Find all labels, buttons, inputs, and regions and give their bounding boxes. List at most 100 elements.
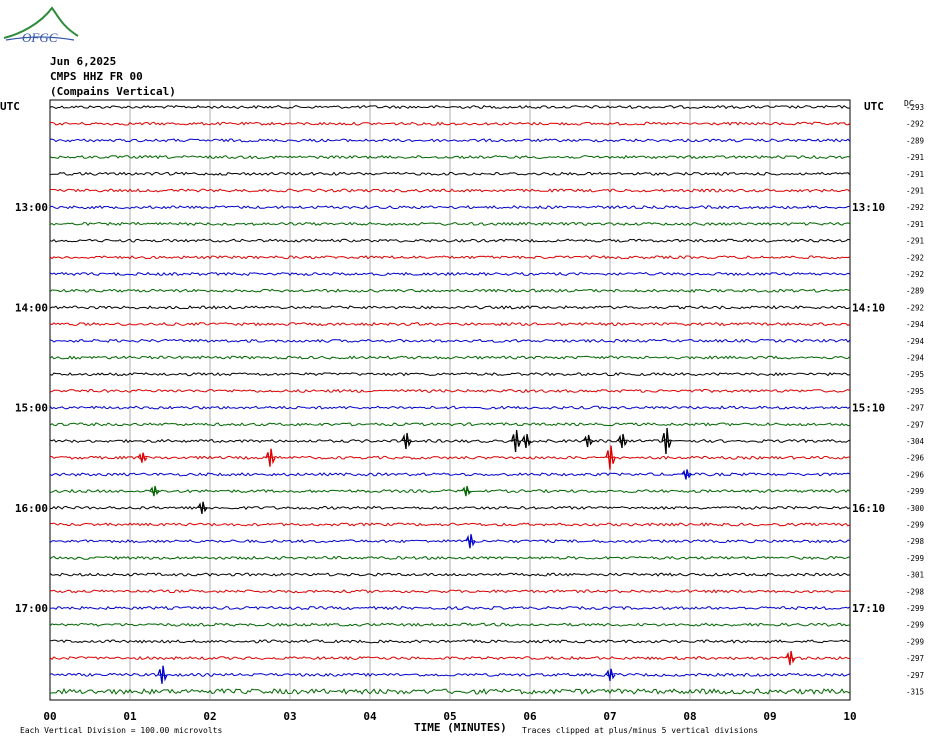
x-tick-label: 10 [843, 710, 856, 723]
x-tick-label: 01 [123, 710, 137, 723]
trace-17 [49, 388, 851, 393]
x-tick-label: 09 [763, 710, 776, 723]
dc-offset-label: -299 [906, 637, 924, 646]
dc-offset-label: -294 [906, 354, 925, 363]
dc-offset-label: -291 [906, 237, 924, 246]
trace-3 [49, 154, 851, 160]
trace-25 [49, 522, 851, 527]
left-time-label: 17:00 [15, 602, 48, 615]
dc-offset-label: -292 [906, 120, 924, 129]
trace-2 [49, 138, 851, 143]
left-utc-label: UTC [0, 100, 20, 113]
seismic-traces [49, 104, 851, 695]
dc-offset-label: -299 [906, 604, 924, 613]
dc-offset-label: -299 [906, 521, 924, 530]
trace-20 [49, 438, 851, 444]
dc-offset-label: -299 [906, 554, 924, 563]
event-spike-13 [465, 534, 476, 549]
trace-8 [49, 238, 851, 243]
trace-7 [49, 221, 851, 226]
dc-offset-label: -292 [906, 270, 924, 279]
dc-offset-label: -291 [906, 170, 924, 179]
dc-offset-label: -299 [906, 487, 924, 496]
dc-offset-label: -296 [906, 454, 925, 463]
event-spike-14 [785, 650, 796, 666]
right-time-label: 13:10 [852, 201, 885, 214]
event-spike-8 [605, 445, 616, 470]
trace-27 [49, 555, 851, 560]
scale-note: Each Vertical Division = 100.00 microvol… [20, 726, 223, 735]
trace-0 [49, 104, 851, 110]
minute-gridlines [129, 100, 771, 700]
trace-13 [49, 321, 851, 327]
dc-offset-label: -294 [906, 337, 925, 346]
dc-offset-label: -315 [906, 688, 924, 697]
x-axis-title: TIME (MINUTES) [414, 721, 507, 734]
trace-16 [49, 372, 851, 377]
x-tick-label: 00 [43, 710, 56, 723]
trace-1 [49, 121, 851, 126]
dc-offset-label: -294 [906, 320, 925, 329]
x-tick-label: 02 [203, 710, 216, 723]
trace-22 [49, 472, 851, 477]
event-spike-7 [265, 448, 276, 467]
trace-14 [49, 338, 851, 343]
trace-18 [49, 405, 851, 410]
clip-note: Traces clipped at plus/minus 5 vertical … [522, 726, 759, 735]
dc-offset-label: -289 [906, 287, 924, 296]
time-labels: 13:00 14:00 15:00 16:00 17:00 13:10 14:10 15:10… [15, 201, 885, 615]
dc-offset-label: -291 [906, 153, 924, 162]
event-spike-5 [661, 427, 672, 455]
event-spike-12 [197, 501, 208, 514]
event-spike-2 [521, 433, 532, 449]
date-label: Jun 6,2025 [50, 55, 117, 68]
dc-offset-label: -297 [906, 654, 924, 663]
dc-offset-label: -297 [906, 420, 924, 429]
x-tick-label: 03 [283, 710, 296, 723]
trace-6 [49, 205, 851, 210]
dc-offset-label: -291 [906, 220, 924, 229]
trace-33 [49, 655, 851, 661]
event-spike-3 [583, 434, 594, 448]
trace-23 [49, 488, 851, 494]
trace-34 [49, 672, 851, 678]
logo-text: OFGC [22, 30, 58, 45]
event-spike-10 [149, 485, 160, 497]
right-time-label: 17:10 [852, 602, 885, 615]
x-axis-ticks: 00 01 02 03 04 05 06 07 08 09 10 [43, 710, 856, 723]
right-time-label: 14:10 [852, 301, 885, 314]
event-spike-4 [617, 433, 628, 449]
seismic-events [137, 427, 796, 684]
event-spike-0 [401, 432, 412, 450]
trace-19 [49, 422, 851, 427]
ofgc-logo: OFGC [3, 6, 79, 45]
dc-offset-label: -298 [906, 537, 925, 546]
trace-30 [49, 605, 851, 611]
event-spike-9 [681, 469, 692, 480]
dc-label: DC [904, 99, 914, 108]
dc-offset-label: -292 [906, 253, 924, 262]
dc-offset-label: -298 [906, 587, 925, 596]
dc-offset-label: -297 [906, 404, 924, 413]
trace-28 [49, 572, 851, 577]
x-tick-label: 06 [523, 710, 537, 723]
right-time-label: 15:10 [852, 402, 885, 415]
trace-15 [49, 355, 851, 360]
left-time-label: 15:00 [15, 402, 48, 415]
event-spike-11 [461, 485, 472, 497]
x-tick-label: 04 [363, 710, 377, 723]
trace-29 [49, 589, 851, 594]
dc-offset-label: -300 [906, 504, 925, 513]
trace-10 [49, 271, 851, 277]
x-tick-label: 05 [443, 710, 456, 723]
x-tick-label: 08 [683, 710, 696, 723]
event-spike-6 [137, 452, 148, 463]
dc-offset-labels: -293 -292 -289 -291 -291 -291 -292 -291 -291 -292… [906, 103, 925, 697]
dc-offset-label: -304 [906, 437, 925, 446]
station-label: CMPS HHZ FR 00 [50, 70, 143, 83]
trace-31 [49, 622, 851, 627]
dc-offset-label: -295 [906, 387, 924, 396]
trace-24 [50, 505, 851, 510]
dc-offset-label: -293 [906, 103, 924, 112]
